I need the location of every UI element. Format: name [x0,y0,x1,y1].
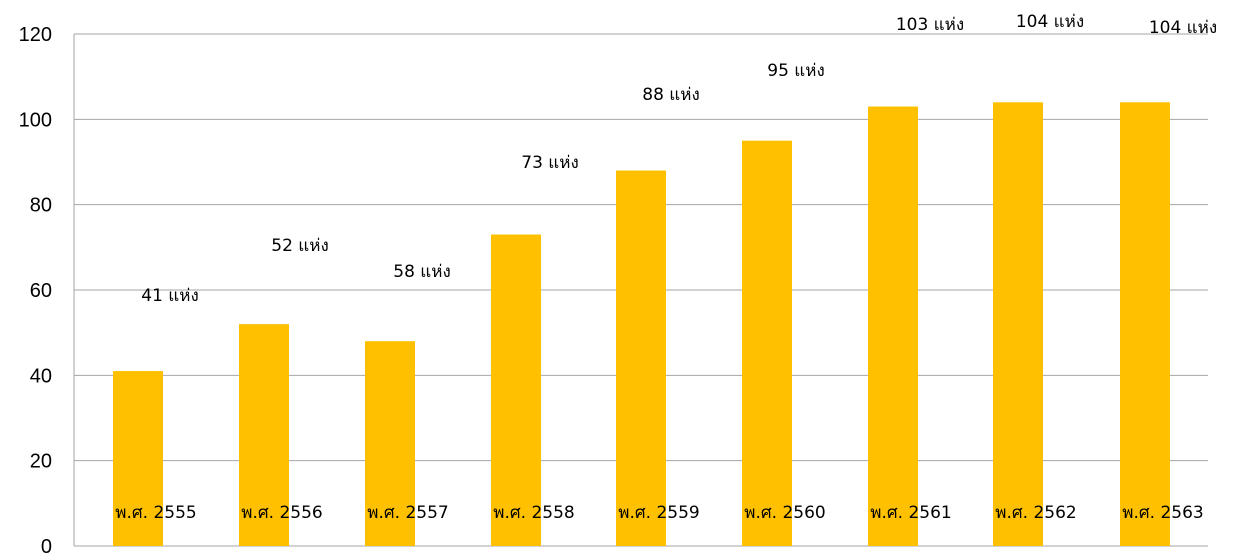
y-tick-label: 40 [30,365,52,387]
category-label: พ.ศ. 2557 [367,503,448,523]
bar [868,106,918,547]
bar [365,341,415,546]
y-tick-label: 20 [30,451,52,473]
category-label: พ.ศ. 2562 [995,503,1076,523]
bar [616,170,666,547]
data-labels: 41 แห่ง 52 แห่ง 58 แห่ง 73 แห่ง 88 แห่ง 95 แห… [141,12,1217,306]
data-label: 58 แห่ง [393,262,451,282]
y-tick-label: 0 [41,536,52,553]
bar [491,234,541,547]
category-label: พ.ศ. 2558 [493,503,574,523]
data-label: 103 แห่ง [896,15,964,35]
category-label: พ.ศ. 2561 [870,503,951,523]
category-label: พ.ศ. 2559 [618,503,699,523]
data-label: 104 แห่ง [1016,12,1084,32]
data-label: 52 แห่ง [271,236,329,256]
category-label: พ.ศ. 2560 [744,503,825,523]
bar [1120,102,1170,547]
bars [113,102,1170,547]
y-tick-labels: 0 20 40 60 80 100 120 [19,24,52,553]
category-labels: พ.ศ. 2555 พ.ศ. 2556 พ.ศ. 2557 พ.ศ. 2558 พ.ศ.… [115,503,1203,523]
data-label: 104 แห่ง [1149,18,1217,38]
bar [239,324,289,546]
category-label: พ.ศ. 2555 [115,503,196,523]
data-label: 41 แห่ง [141,286,199,306]
y-tick-label: 120 [19,24,52,46]
bar [742,140,792,546]
data-label: 73 แห่ง [521,153,579,173]
category-label: พ.ศ. 2556 [241,503,322,523]
bar [993,102,1043,547]
category-label: พ.ศ. 2563 [1122,503,1203,523]
data-label: 95 แห่ง [767,61,825,81]
bar [113,371,163,546]
y-tick-label: 100 [19,109,52,131]
y-tick-label: 60 [30,280,52,302]
y-tick-label: 80 [30,195,52,217]
data-label: 88 แห่ง [642,85,700,105]
